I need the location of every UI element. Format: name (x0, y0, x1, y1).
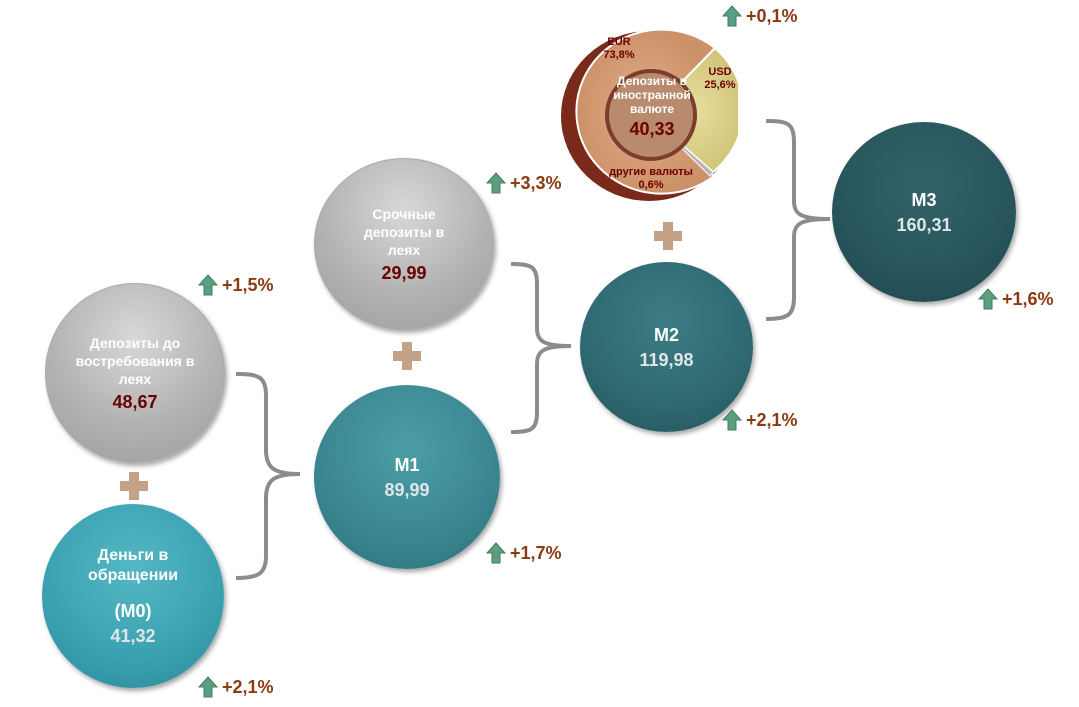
fx-center: Депозиты в иностранной валюте 40,33 (609, 74, 695, 140)
term-deposits-value: 29,99 (381, 262, 427, 283)
cash-circle: Деньги в обращении (M0) 41,32 (42, 504, 224, 688)
demand-deposits-change: +1,5% (198, 274, 274, 296)
fx-deposits-change: +0,1% (722, 5, 798, 27)
m2-value: 119,98 (639, 349, 694, 370)
fx-donut-hole (605, 69, 697, 161)
other-currencies-label: другие валюты 0,6% (596, 166, 706, 192)
m1-label: M1 (394, 454, 420, 475)
brace-m0-m1 (235, 372, 301, 580)
up-arrow-icon (486, 172, 506, 194)
usd-name: USD (708, 66, 732, 78)
up-arrow-icon (978, 288, 998, 310)
usd-pct: 25,6% (704, 79, 736, 91)
term-deposits-circle: Срочные депозиты в леях 29,99 (314, 158, 494, 330)
eur-name: EUR (607, 36, 631, 48)
m3-value: 160,31 (896, 214, 952, 235)
fx-deposits-donut: EUR 73,8% USD 25,6% другие валюты 0,6% Д… (560, 28, 745, 202)
m2-change-text: +2,1% (746, 409, 798, 430)
m1-change-text: +1,7% (510, 542, 562, 563)
up-arrow-icon (486, 542, 506, 564)
m3-label: M3 (911, 189, 937, 210)
fx-value: 40,33 (629, 119, 675, 139)
other-pct: 0,6% (638, 179, 664, 191)
term-deposits-change-text: +3,3% (510, 172, 562, 193)
fx-label: Депозиты в иностранной валюте (613, 74, 691, 116)
up-arrow-icon (198, 676, 218, 698)
cash-value: 41,32 (110, 625, 156, 646)
plus-icon (654, 222, 682, 250)
m1-change: +1,7% (486, 542, 562, 564)
usd-label: USD 25,6% (700, 66, 740, 92)
m2-label: M2 (653, 324, 679, 345)
brace-m2-m3 (765, 119, 831, 321)
m3-change-text: +1,6% (1002, 288, 1054, 309)
plus-icon (120, 472, 148, 500)
other-name: другие валюты (609, 166, 693, 178)
eur-label: EUR 73,8% (594, 36, 644, 62)
up-arrow-icon (198, 274, 218, 296)
up-arrow-icon (722, 409, 742, 431)
cash-change-text: +2,1% (222, 676, 274, 697)
up-arrow-icon (722, 5, 742, 27)
m1-circle: M1 89,99 (314, 385, 500, 569)
demand-deposits-label: Депозиты до востребования в леях (75, 334, 195, 387)
m1-value: 89,99 (384, 479, 430, 500)
fx-deposits-change-text: +0,1% (746, 5, 798, 26)
term-deposits-label: Срочные депозиты в леях (363, 205, 445, 258)
m3-circle: M3 160,31 (832, 122, 1016, 302)
cash-change: +2,1% (198, 676, 274, 698)
m2-circle: M2 119,98 (580, 262, 753, 432)
eur-pct: 73,8% (603, 49, 635, 61)
brace-m1-m2 (510, 262, 572, 434)
demand-deposits-circle: Депозиты до востребования в леях 48,67 (45, 283, 225, 463)
fx-donut-svg (561, 28, 745, 201)
demand-deposits-change-text: +1,5% (222, 274, 274, 295)
term-deposits-change: +3,3% (486, 172, 562, 194)
plus-icon (393, 342, 421, 370)
cash-label: Деньги в обращении (87, 546, 179, 584)
cash-m0-label: (M0) (114, 600, 152, 621)
demand-deposits-value: 48,67 (112, 391, 158, 412)
m2-change: +2,1% (722, 409, 798, 431)
m3-change: +1,6% (978, 288, 1054, 310)
